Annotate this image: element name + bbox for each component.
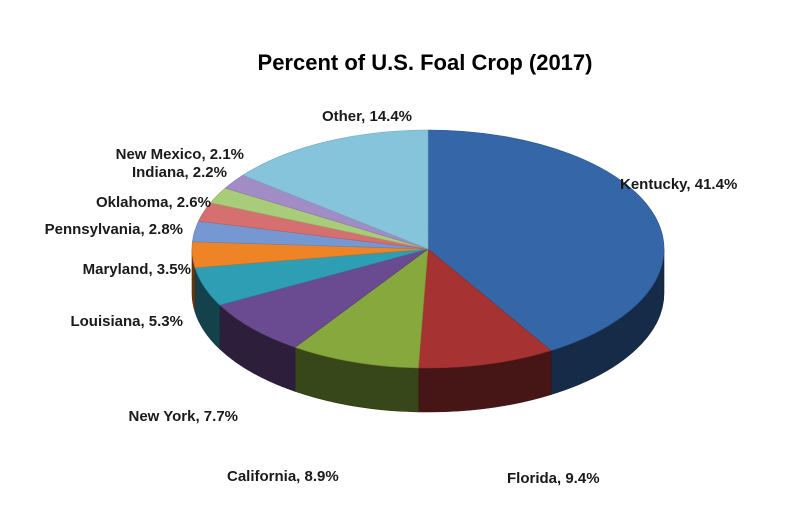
pie-slice-kentucky xyxy=(427,129,665,351)
chart-title: Percent of U.S. Foal Crop (2017) xyxy=(258,50,593,75)
slice-label-new-mexico: New Mexico, 2.1% xyxy=(116,146,244,163)
pie-labels: Kentucky, 41.4% Florida, 9.4% California, … xyxy=(45,108,738,487)
slice-label-maryland: Maryland, 3.5% xyxy=(83,261,191,278)
slice-label-pennsylvania: Pennsylvania, 2.8% xyxy=(45,221,183,238)
slice-label-new-york: New York, 7.7% xyxy=(129,408,239,425)
pie-slice-other xyxy=(242,129,429,250)
slice-label-louisiana: Louisiana, 5.3% xyxy=(70,313,183,330)
slice-label-indiana: Indiana, 2.2% xyxy=(132,164,227,181)
pie-slices xyxy=(191,129,665,369)
slice-label-kentucky: Kentucky, 41.4% xyxy=(620,176,737,193)
pie-slice-new-york xyxy=(219,248,429,348)
pie-slice-florida xyxy=(418,248,552,369)
pie-slice-california xyxy=(294,248,429,369)
slice-label-other: Other, 14.4% xyxy=(322,108,412,125)
slice-label-florida: Florida, 9.4% xyxy=(507,470,600,487)
slice-label-oklahoma: Oklahoma, 2.6% xyxy=(96,194,211,211)
slice-label-california: California, 8.9% xyxy=(227,468,339,485)
